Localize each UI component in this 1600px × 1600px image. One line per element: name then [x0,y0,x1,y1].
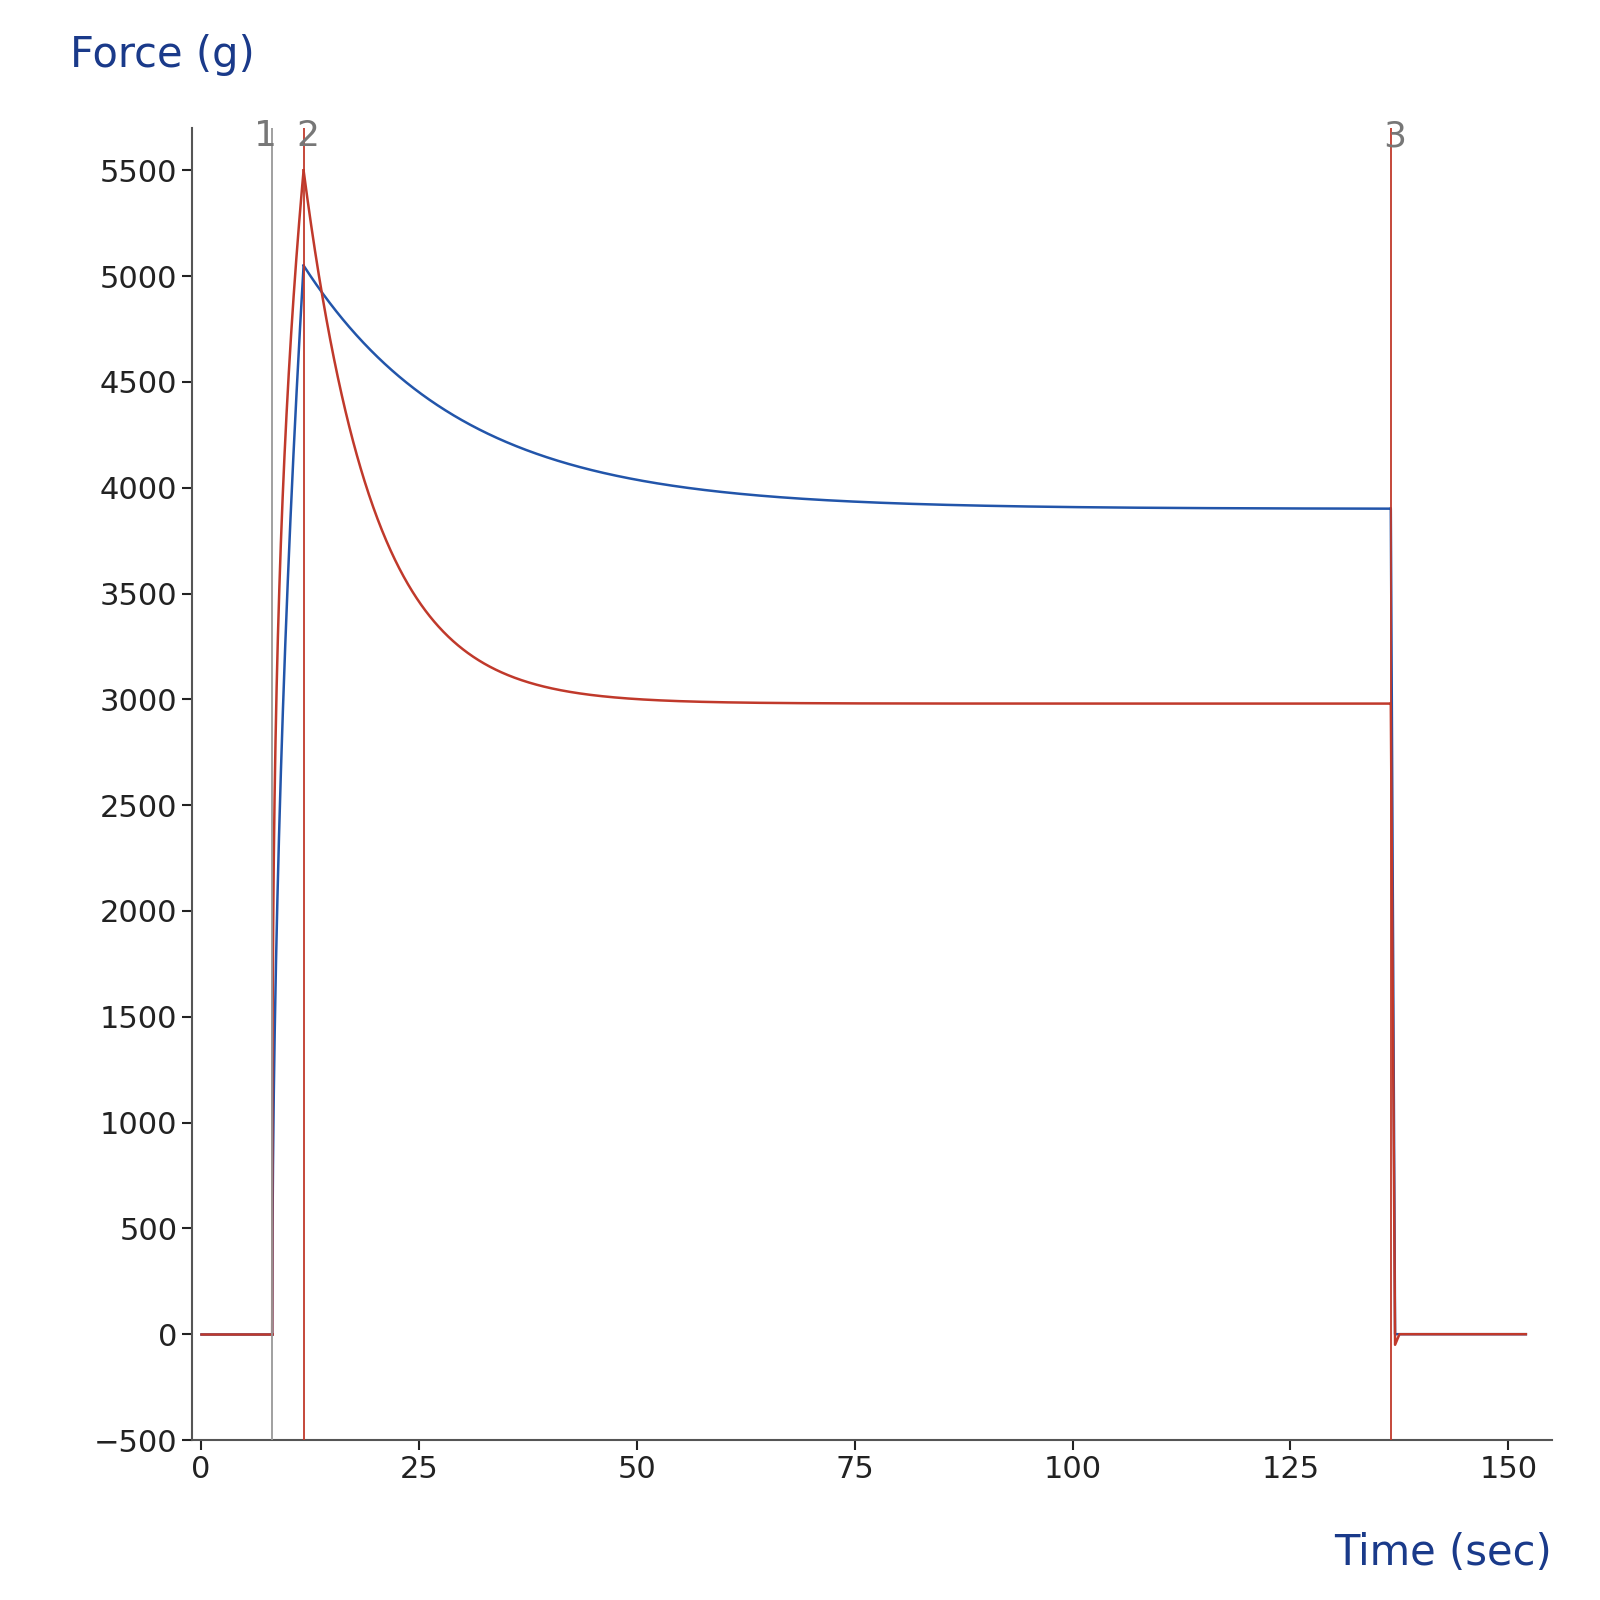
Text: Force (g): Force (g) [70,34,254,75]
Text: 2: 2 [296,120,320,154]
Text: Time (sec): Time (sec) [1334,1531,1552,1574]
Text: 3: 3 [1384,120,1406,154]
Text: 1: 1 [254,120,277,154]
